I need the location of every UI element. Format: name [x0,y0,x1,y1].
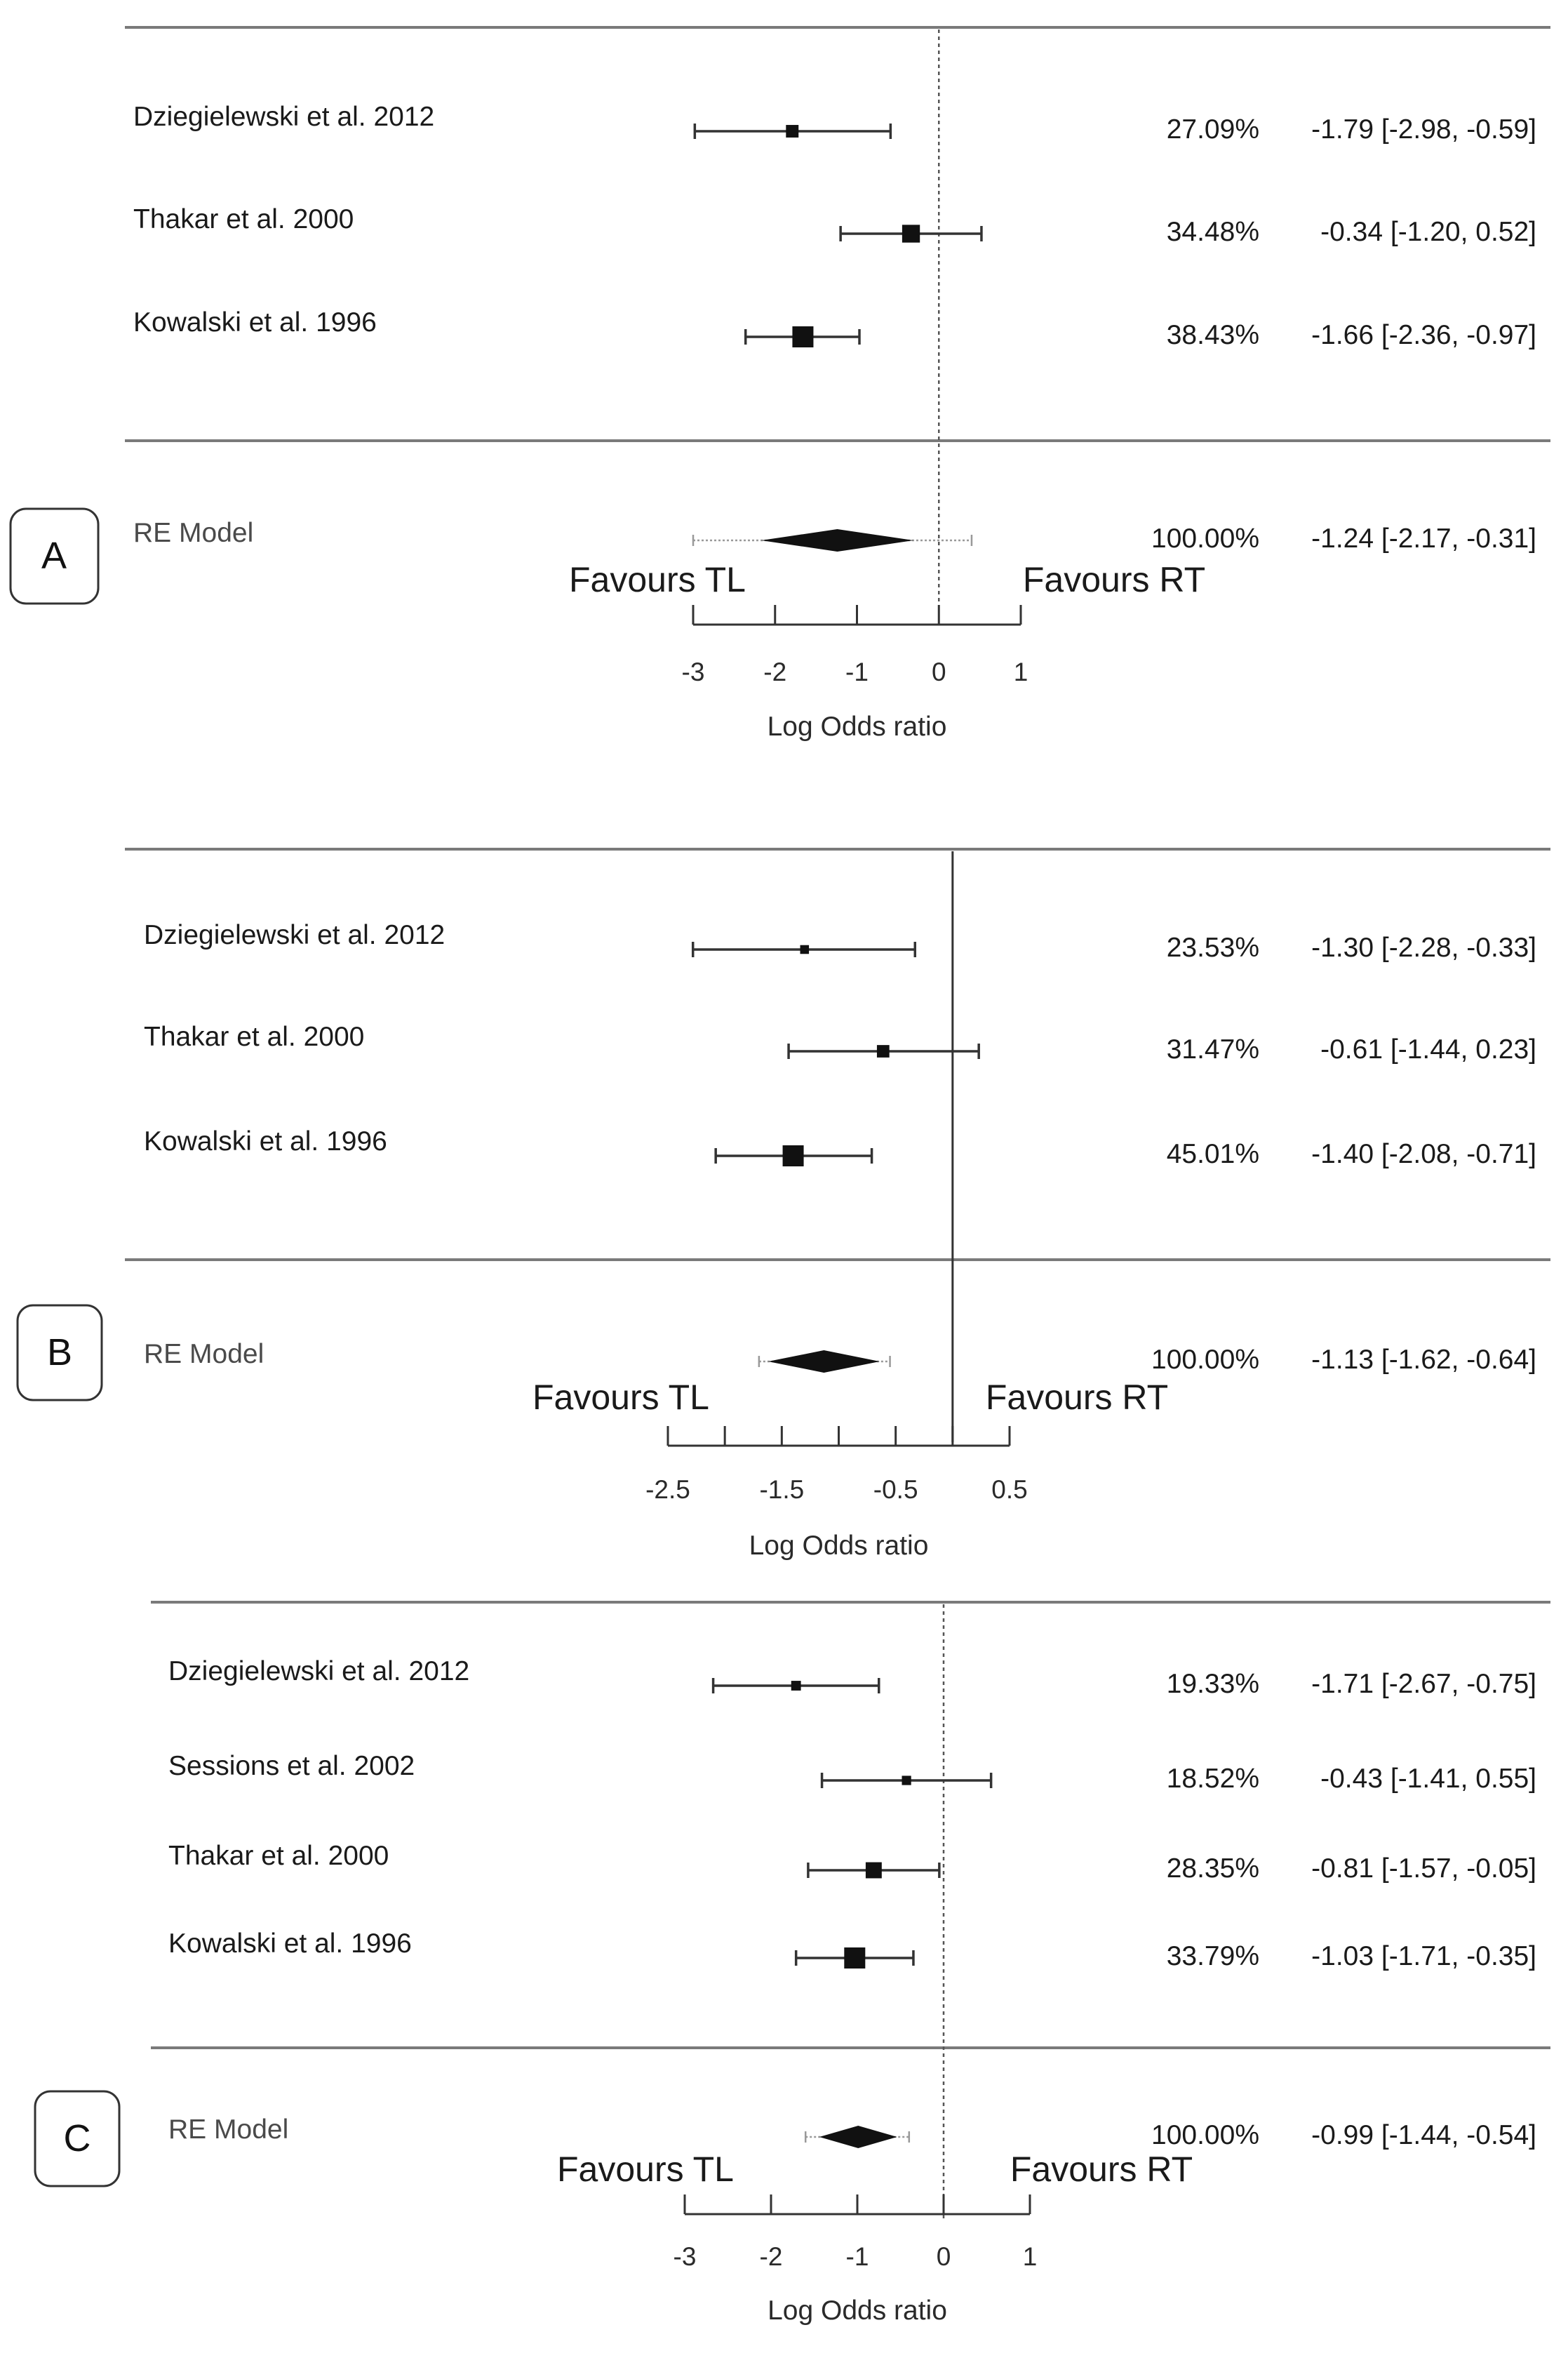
point-estimate-square [800,945,810,954]
favours-left-label: Favours TL [569,560,746,599]
study-weight: 28.35% [1167,1853,1259,1884]
study-estimate-ci: -1.71 [-2.67, -0.75] [1311,1669,1536,1699]
x-tick-label: 0 [937,2242,951,2271]
study-name: Thakar et al. 2000 [144,1022,364,1052]
summary-diamond [760,529,914,552]
x-tick-label: -2 [760,2242,783,2271]
summary-label: RE Model [133,518,253,548]
summary-weight: 100.00% [1151,2120,1259,2150]
x-tick-label: 0.5 [991,1475,1027,1504]
study-name: Dziegielewski et al. 2012 [144,920,445,950]
x-axis-title: Log Odds ratio [768,2296,947,2326]
summary-estimate-ci: -0.99 [-1.44, -0.54] [1311,2120,1536,2150]
panel-label: B [47,1331,72,1373]
summary-label: RE Model [168,2114,288,2145]
x-tick-label: -3 [682,658,705,686]
study-weight: 18.52% [1167,1764,1259,1794]
x-tick-label: -3 [674,2242,697,2271]
x-tick-label: -0.5 [873,1475,918,1504]
summary-diamond [768,1350,880,1373]
study-weight: 33.79% [1167,1941,1259,1971]
study-weight: 27.09% [1167,114,1259,145]
study-estimate-ci: -0.81 [-1.57, -0.05] [1311,1853,1536,1884]
study-estimate-ci: -0.61 [-1.44, 0.23] [1320,1034,1536,1065]
study-estimate-ci: -1.40 [-2.08, -0.71] [1311,1139,1536,1169]
favours-right-label: Favours RT [986,1378,1168,1417]
favours-left-label: Favours TL [532,1378,709,1417]
point-estimate-square [844,1947,866,1969]
x-tick-label: -1 [845,658,869,686]
study-name: Dziegielewski et al. 2012 [133,102,434,132]
summary-weight: 100.00% [1151,524,1259,554]
study-weight: 19.33% [1167,1669,1259,1699]
point-estimate-square [902,225,920,243]
panel-label-box [9,507,100,605]
point-estimate-square [865,1862,882,1879]
study-name: Kowalski et al. 1996 [168,1929,412,1959]
point-estimate-square [792,326,814,347]
study-estimate-ci: -1.79 [-2.98, -0.59] [1311,114,1536,145]
study-weight: 34.48% [1167,217,1259,247]
summary-estimate-ci: -1.13 [-1.62, -0.64] [1311,1345,1536,1375]
study-name: Sessions et al. 2002 [168,1751,415,1781]
x-axis-title: Log Odds ratio [749,1531,929,1561]
study-weight: 38.43% [1167,320,1259,350]
study-estimate-ci: -1.30 [-2.28, -0.33] [1311,933,1536,963]
study-estimate-ci: -1.66 [-2.36, -0.97] [1311,320,1536,350]
x-tick-label: 1 [1023,2242,1038,2271]
favours-left-label: Favours TL [557,2150,734,2189]
study-name: Thakar et al. 2000 [168,1841,389,1871]
study-weight: 23.53% [1167,933,1259,963]
x-axis-title: Log Odds ratio [768,712,947,742]
point-estimate-square [902,1776,911,1785]
favours-right-label: Favours RT [1023,560,1205,599]
favours-right-label: Favours RT [1010,2150,1193,2189]
x-tick-label: -2 [763,658,786,686]
study-weight: 45.01% [1167,1139,1259,1169]
point-estimate-square [876,1045,890,1058]
study-weight: 31.47% [1167,1034,1259,1065]
x-tick-label: 0 [932,658,946,686]
study-name: Dziegielewski et al. 2012 [168,1656,469,1686]
x-tick-label: -1 [846,2242,869,2271]
summary-estimate-ci: -1.24 [-2.17, -0.31] [1311,524,1536,554]
x-tick-label: 1 [1014,658,1028,686]
point-estimate-square [782,1145,804,1166]
panel-label-box [16,1304,103,1401]
study-name: Kowalski et al. 1996 [144,1126,387,1157]
x-tick-label: -1.5 [759,1475,804,1504]
summary-label: RE Model [144,1339,264,1369]
x-tick-label: -2.5 [645,1475,690,1504]
summary-weight: 100.00% [1151,1345,1259,1375]
study-name: Thakar et al. 2000 [133,204,354,234]
summary-diamond [819,2126,897,2148]
point-estimate-square [791,1681,801,1691]
panel-label-box [34,2090,121,2187]
study-estimate-ci: -1.03 [-1.71, -0.35] [1311,1941,1536,1971]
panel-label: C [64,2117,91,2159]
point-estimate-square [786,125,799,138]
study-estimate-ci: -0.43 [-1.41, 0.55] [1320,1764,1536,1794]
study-name: Kowalski et al. 1996 [133,307,377,338]
panel-label: A [41,535,67,577]
study-estimate-ci: -0.34 [-1.20, 0.52] [1320,217,1536,247]
